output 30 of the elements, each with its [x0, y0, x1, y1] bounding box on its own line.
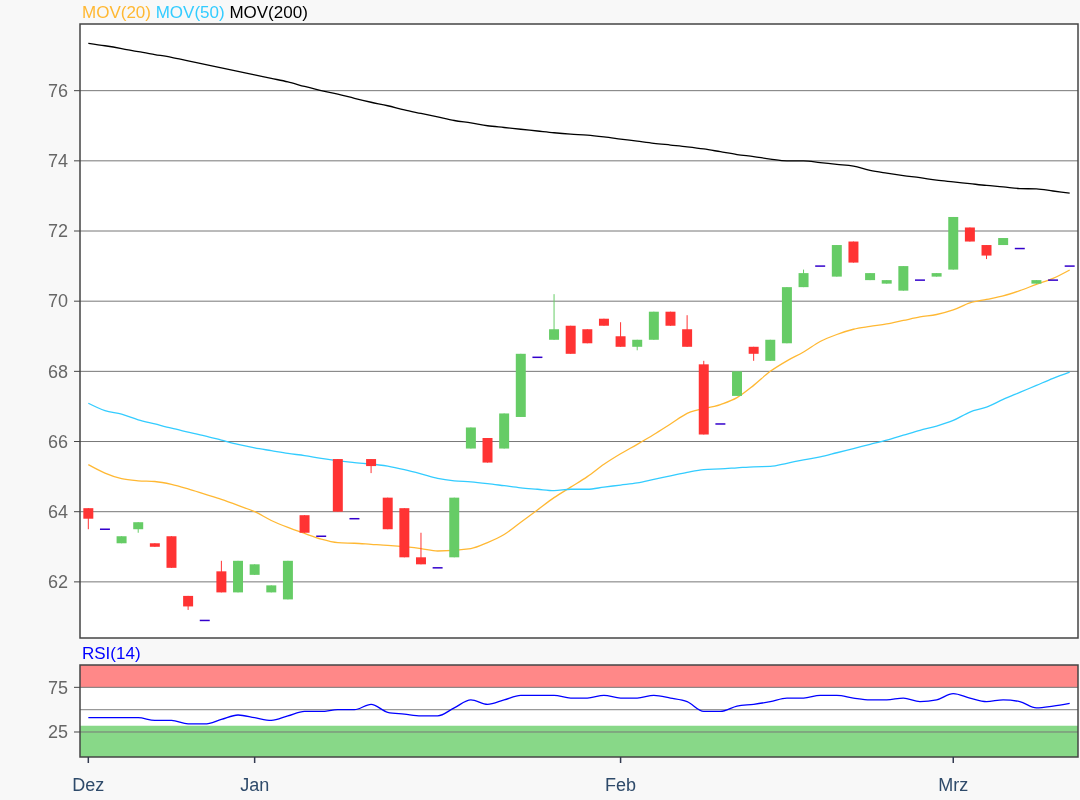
candlestick: [415, 532, 426, 565]
candlestick: [465, 426, 476, 450]
line-series: [87, 371, 1071, 492]
candlestick: [682, 314, 693, 348]
y-tick-label: 68: [47, 361, 68, 382]
y-tick-label: 74: [47, 151, 68, 172]
y-tick-label: 25: [47, 722, 68, 743]
y-tick-label: 72: [47, 221, 68, 242]
y-tick-label: 76: [47, 80, 68, 101]
candlestick: [83, 507, 94, 530]
candlestick: [549, 293, 560, 341]
y-tick-label: 66: [47, 431, 68, 452]
x-tick-label: Jan: [240, 775, 270, 795]
line-series: [87, 42, 1071, 194]
text: RSI(14): [82, 644, 141, 663]
text: MOV(50): [150, 3, 225, 22]
line-series: [87, 692, 1071, 725]
x-tick-label: Dez: [72, 775, 105, 795]
candlestick: [216, 560, 227, 593]
y-tick-label: 64: [47, 501, 68, 522]
x-tick-label: Feb: [605, 775, 637, 795]
y-tick-label: 75: [47, 677, 68, 698]
text: MOV(20): [82, 3, 151, 22]
y-tick-label: 70: [47, 291, 68, 312]
x-tick-label: Mrz: [938, 775, 969, 795]
line-series: [87, 269, 1071, 552]
candlestick: [366, 458, 377, 474]
candlestick: [615, 321, 626, 348]
y-tick-label: 62: [47, 572, 68, 593]
text: MOV(200): [224, 3, 308, 22]
